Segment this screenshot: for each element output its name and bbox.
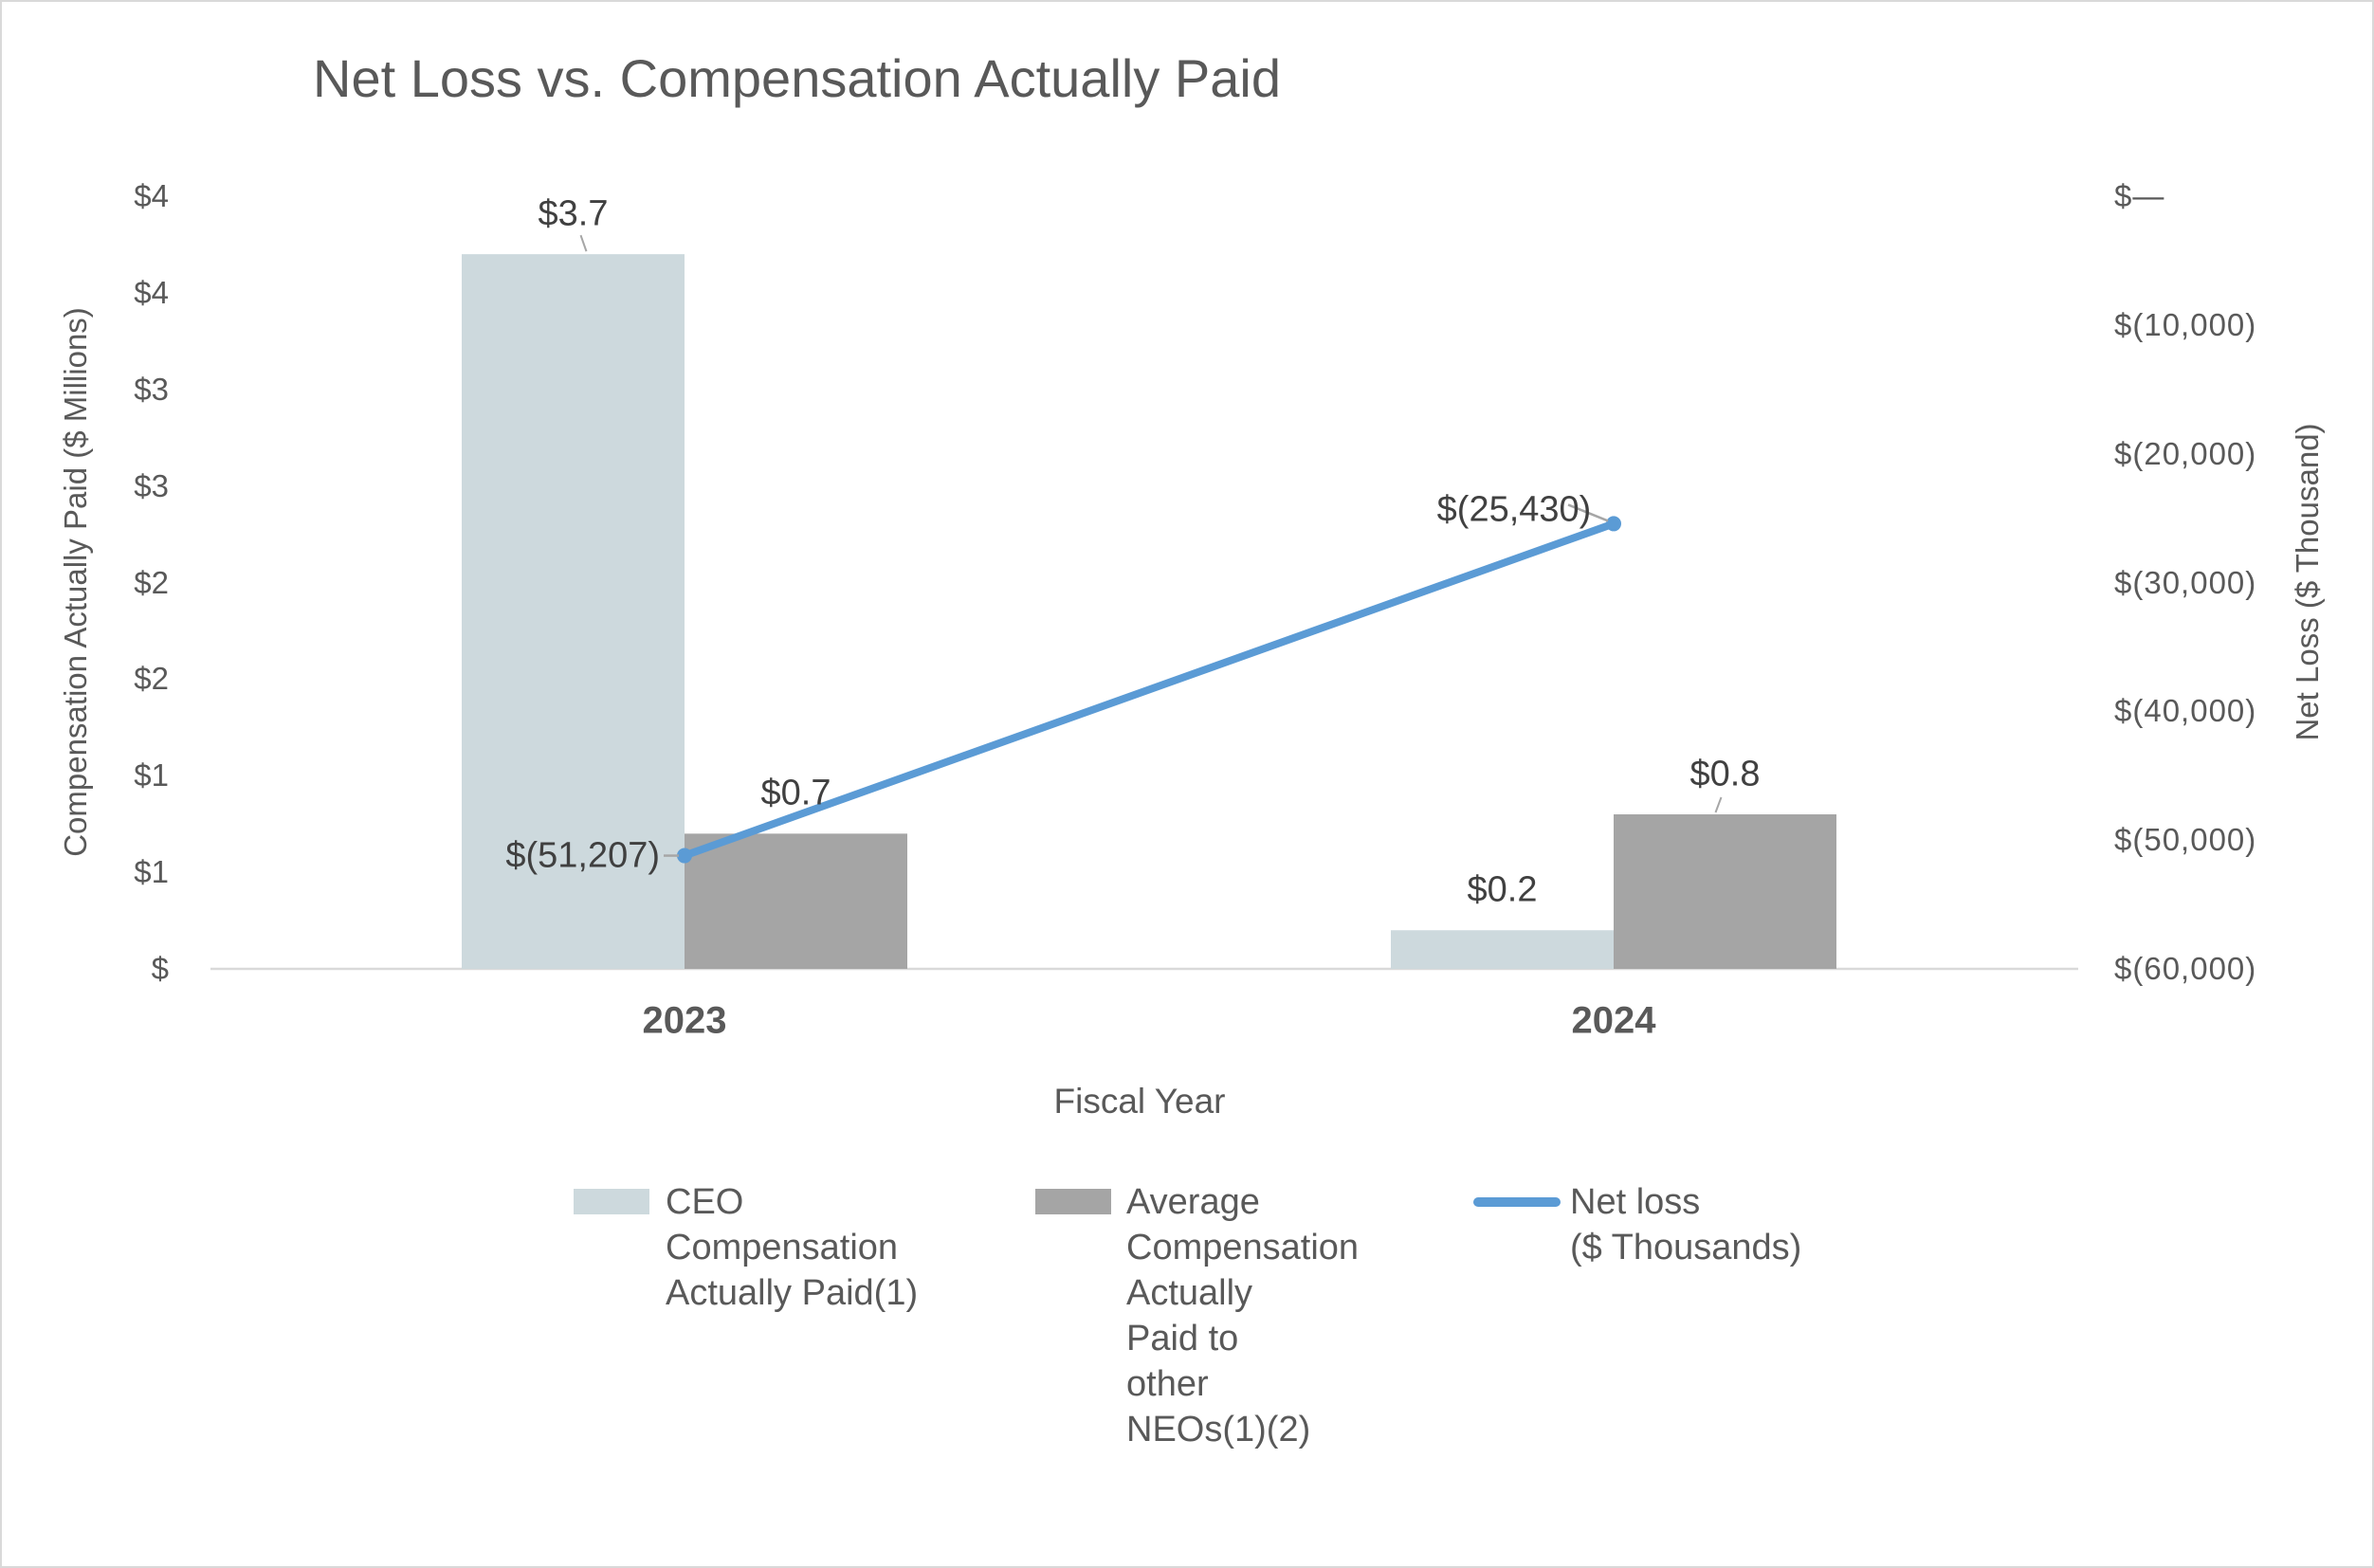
- x-category-label-2023: 2023: [642, 999, 727, 1042]
- legend-label-line: ($ Thousands): [1570, 1228, 1802, 1267]
- neo-bar-label-2024: $0.8: [1689, 754, 1761, 794]
- right-axis-tick: $(60,000): [2114, 951, 2257, 986]
- left-axis-tick: $2: [134, 661, 169, 697]
- left-axis-tick: $2: [134, 564, 169, 600]
- x-category-label-2024: 2024: [1571, 999, 1656, 1042]
- neo-bar-label-2023: $0.7: [760, 773, 831, 813]
- legend-label-line: other: [1126, 1364, 1209, 1404]
- legend-label-line: NEOs(1)(2): [1126, 1410, 1311, 1449]
- legend-label-3: Net loss ($ Thousands): [1570, 1179, 1883, 1270]
- net-loss-point-2024: [1606, 516, 1621, 532]
- legend-square-swatch: [1035, 1189, 1111, 1214]
- leader-ceo-2023: [579, 234, 588, 252]
- legend-label-line: Actually Paid(1): [666, 1273, 919, 1313]
- net-loss-point-2023: [677, 848, 692, 864]
- right-axis-tick: $(50,000): [2114, 822, 2257, 858]
- legend-label-line: Net loss: [1570, 1182, 1701, 1222]
- net-loss-label-2024: $(25,430): [1436, 489, 1592, 530]
- neo-bar-2023: [685, 833, 907, 969]
- legend-label-line: Compensation: [666, 1228, 899, 1267]
- legend-label-line: Actually: [1126, 1273, 1253, 1313]
- left-axis-tick: $: [151, 951, 169, 986]
- legend-label-2: Average Compensation Actually Paid to other N…: [1126, 1179, 1360, 1452]
- legend-label-line: Paid to: [1126, 1319, 1239, 1358]
- left-axis-tick: $3: [134, 371, 169, 407]
- leader-net-loss-2024: [1567, 503, 1609, 522]
- right-axis-tick: $(20,000): [2114, 435, 2257, 471]
- ceo-bar-label-2023: $3.7: [538, 193, 609, 234]
- legend-label-line: Average: [1126, 1182, 1260, 1222]
- right-axis-tick: $(10,000): [2114, 306, 2257, 342]
- net-loss-label-2023: $(51,207): [505, 835, 660, 876]
- net-loss-line: [681, 520, 1617, 860]
- right-axis-tick: $(30,000): [2114, 564, 2257, 600]
- leader-neo-2024: [1714, 796, 1723, 813]
- legend-square-swatch: [574, 1189, 649, 1214]
- left-axis-tick: $3: [134, 467, 169, 503]
- left-axis-tick: $4: [134, 274, 169, 310]
- ceo-bar-label-2024: $0.2: [1467, 869, 1538, 910]
- ceo-bar-2023: [462, 254, 685, 969]
- legend-label-line: CEO: [666, 1182, 744, 1222]
- neo-bar-2024: [1614, 814, 1836, 969]
- left-axis-tick: $4: [134, 178, 169, 213]
- left-axis-tick: $1: [134, 757, 169, 793]
- legend-label-1: CEO Compensation Actually Paid(1): [666, 1179, 919, 1316]
- right-axis-tick: $(40,000): [2114, 693, 2257, 729]
- legend-label-line: Compensation: [1126, 1228, 1360, 1267]
- right-axis-tick: $—: [2114, 178, 2165, 213]
- left-axis-tick: $1: [134, 854, 169, 890]
- legend-line-swatch: [1473, 1197, 1561, 1207]
- ceo-bar-2024: [1391, 930, 1614, 969]
- chart-title: Net Loss vs. Compensation Actually Paid: [313, 48, 1281, 108]
- x-axis-title: Fiscal Year: [1053, 1082, 1226, 1121]
